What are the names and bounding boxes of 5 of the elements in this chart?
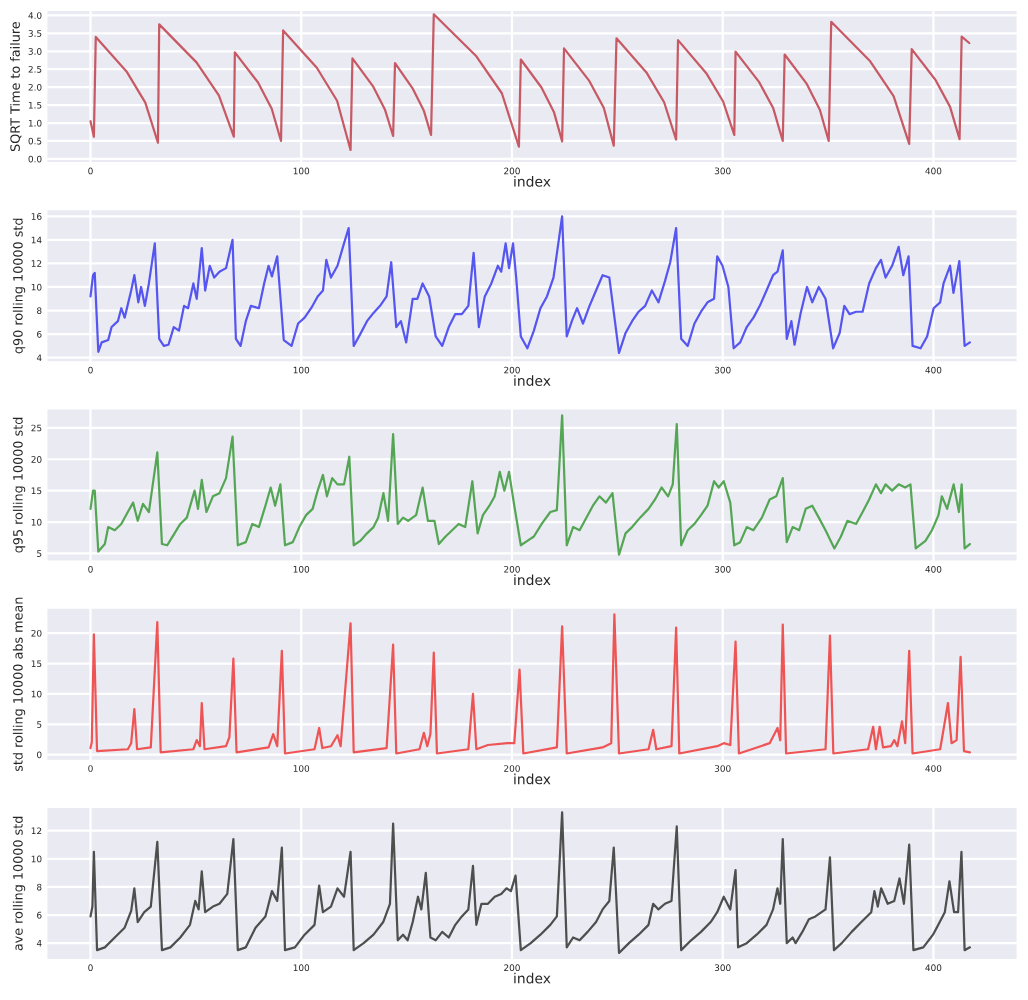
line-series — [89, 613, 971, 755]
line-series — [89, 811, 971, 955]
line-series — [89, 414, 971, 556]
line-series — [89, 13, 971, 152]
line-series — [89, 215, 971, 355]
